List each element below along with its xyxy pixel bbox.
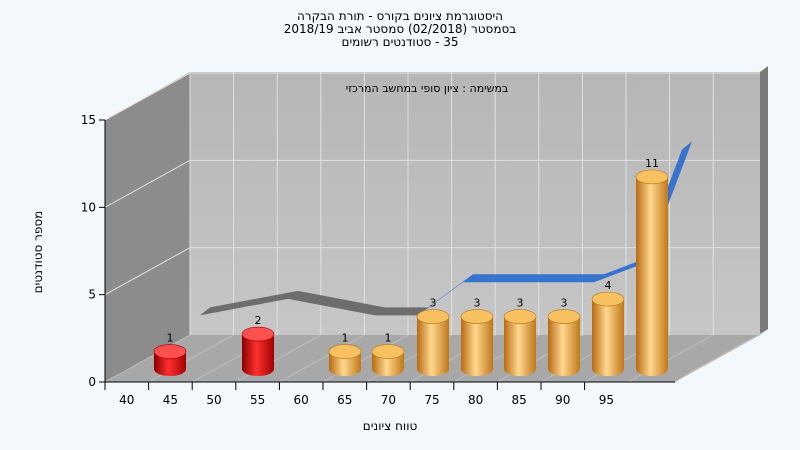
bar-data-label: 3 (430, 297, 437, 310)
bar-data-label: 3 (561, 297, 568, 310)
x-axis-label: טווח ציונים (363, 419, 418, 433)
y-axis-label: מספר סטודנטים (31, 211, 45, 294)
trend-ribbon-gray (200, 290, 428, 316)
bar-data-label: 2 (255, 314, 262, 327)
x-tick-label: 85 (512, 393, 527, 407)
x-tick-label: 50 (206, 393, 221, 407)
y-tick-label: 0 (88, 375, 96, 389)
x-tick-label: 40 (119, 393, 134, 407)
grid-line-side (104, 72, 191, 121)
bar-1: 1 (153, 332, 187, 376)
side-wall (105, 72, 190, 382)
grid-line-floor (104, 334, 191, 383)
bar-top (503, 309, 537, 324)
bar-2: 2 (241, 314, 275, 376)
x-tick-label: 60 (294, 393, 309, 407)
bar-top (635, 169, 669, 185)
chart-title-line-2: בסמסטר (02/2018) סמסטר אביב 2018/19 (283, 22, 517, 36)
bar-8: 3 (547, 297, 581, 376)
x-tick-label: 65 (337, 393, 352, 407)
bar-top (460, 309, 494, 324)
bar-body (417, 316, 449, 376)
bar-data-label: 3 (517, 297, 524, 310)
bar-top (547, 309, 581, 324)
bar-data-label: 4 (605, 279, 612, 292)
bar-body (504, 316, 536, 376)
bar-10: 11 (635, 157, 669, 376)
x-tick-label: 95 (599, 393, 614, 407)
grid-line-floor (279, 334, 365, 383)
x-tick-label: 55 (250, 393, 265, 407)
back-wall-edge (760, 66, 768, 335)
y-tick-label: 10 (81, 200, 96, 214)
trend-layer (200, 141, 692, 316)
grid-line-side (104, 159, 191, 208)
bar-4: 1 (371, 332, 405, 376)
bar-top (591, 291, 625, 307)
grid-line-side (104, 247, 191, 296)
chart-title-line-1: היסטוגרמת ציונים בקורס - תורת הבקרה (296, 9, 504, 23)
bar-6: 3 (460, 297, 494, 376)
bar-data-label: 3 (474, 297, 481, 310)
bar-body (461, 316, 493, 376)
bar-data-label: 1 (385, 332, 392, 345)
bar-body (636, 176, 668, 376)
x-tick-label: 70 (381, 393, 396, 407)
bar-3: 1 (328, 332, 362, 376)
bar-top (328, 344, 362, 359)
bar-data-label: 1 (342, 332, 349, 345)
bar-data-label: 11 (645, 157, 659, 170)
bar-top (416, 309, 450, 324)
bar-body (592, 299, 624, 376)
bar-top (371, 344, 405, 359)
bar-body (242, 334, 274, 376)
bar-9: 4 (591, 279, 625, 376)
bar-data-label: 1 (167, 332, 174, 345)
trend-ribbon-blue (418, 141, 692, 316)
bar-top (153, 344, 187, 359)
x-tick-label: 75 (424, 393, 439, 407)
y-tick-label: 15 (81, 113, 96, 127)
x-tick-label: 90 (555, 393, 570, 407)
x-tick-label: 45 (163, 393, 178, 407)
chart-annotation: במשימה : ציון סופי במחשב המרכזי (346, 82, 509, 95)
axis-layer: 0 5 10 15 40 45 50 55 60 65 70 75 80 85 90 95 (81, 113, 675, 407)
y-tick-label: 5 (88, 288, 96, 302)
x-tick-label: 80 (468, 393, 483, 407)
floor-edge (675, 329, 768, 382)
bar-7: 3 (503, 297, 537, 376)
bar-5: 3 (416, 297, 450, 376)
chart-title-line-3: 35 - סטודנטים רשומים (341, 35, 459, 49)
bar-top (241, 326, 275, 342)
bar-body (548, 316, 580, 376)
